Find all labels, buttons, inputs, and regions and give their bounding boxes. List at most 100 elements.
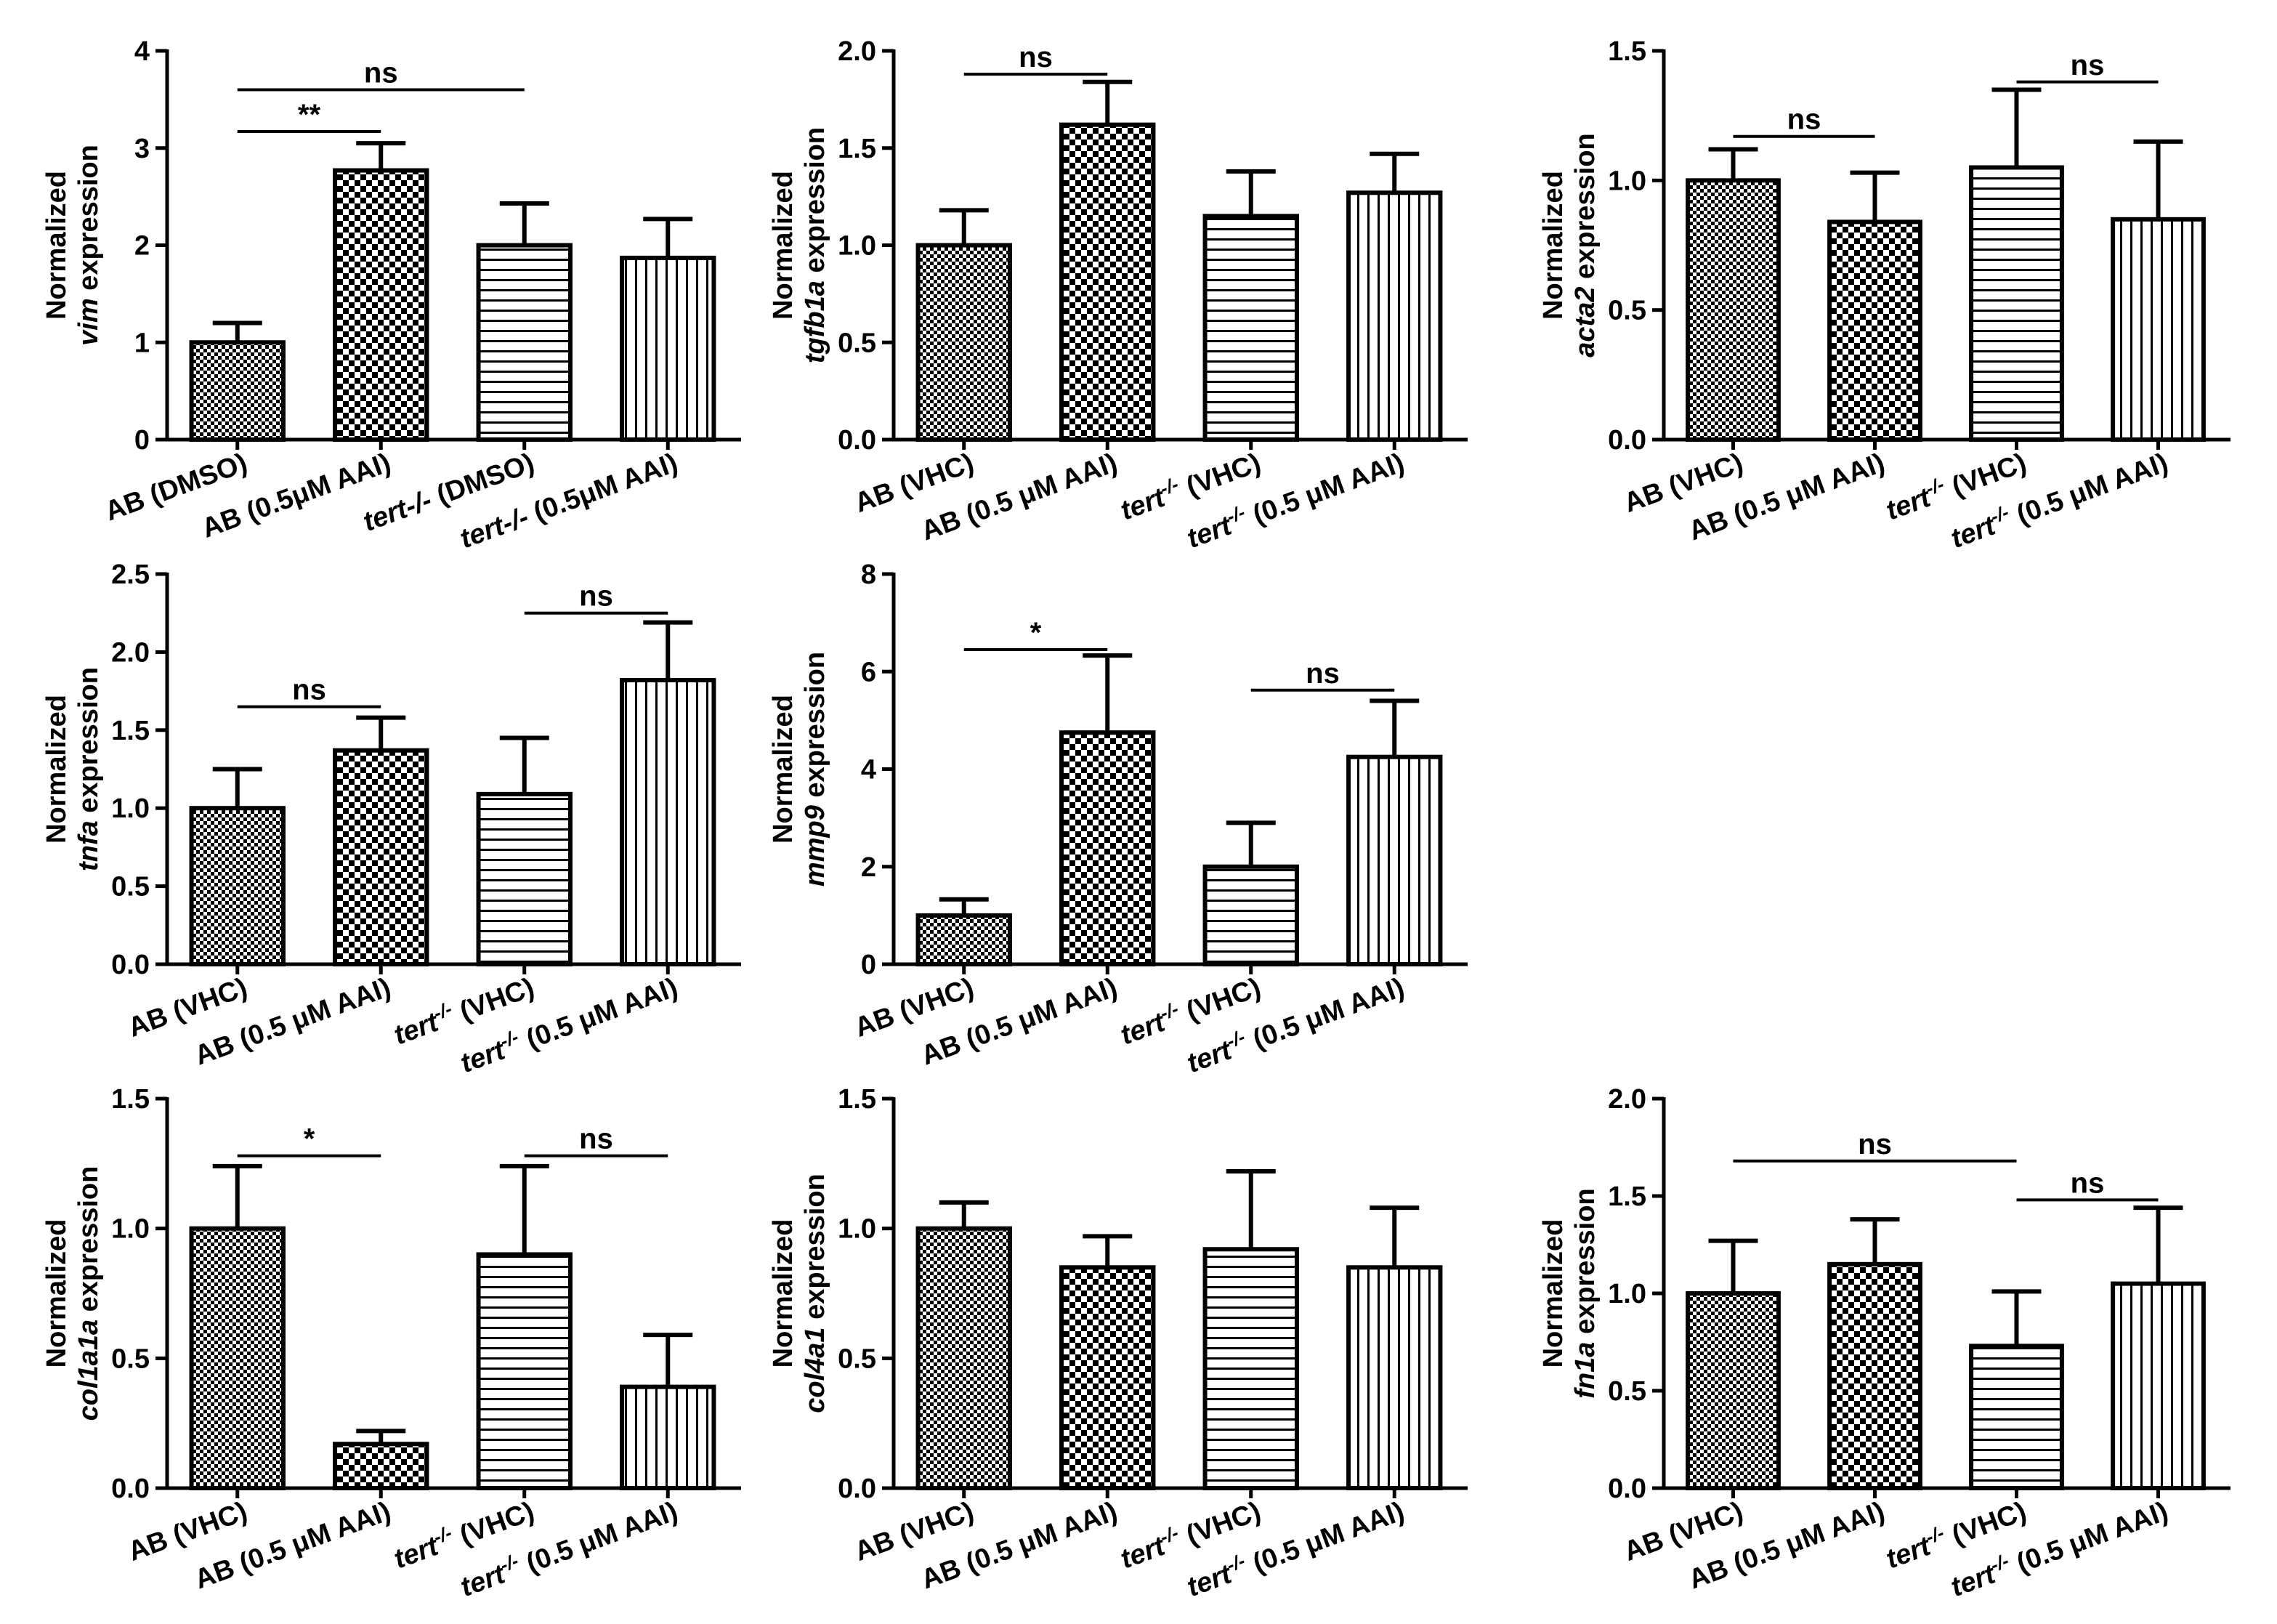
category-label-rest: (VHC) [1175, 448, 1264, 505]
bar [333, 748, 429, 966]
y-axis-label-line2: acta2 expression [1570, 133, 1601, 357]
y-tick-label: 0.5 [838, 328, 876, 358]
category-label-rest: (0.5 μM AAI) [2005, 1496, 2172, 1582]
significance-label: * [304, 1123, 315, 1155]
y-axis-label-line1: Normalized [768, 171, 798, 320]
y-tick-label: 0.5 [838, 1344, 876, 1374]
bar [1346, 754, 1443, 966]
x-category-label: tert-/- (0.5 μM AAI) [1182, 1492, 1409, 1603]
y-axis-label-line2: tgfb1a expression [800, 127, 830, 363]
y-tick-label: 1.0 [1608, 1279, 1646, 1309]
y-tick-label: 0.0 [838, 425, 876, 456]
category-label-rest: (0.5μM AAI) [522, 448, 682, 530]
significance-label: ns [364, 57, 398, 89]
y-tick-label: 1.5 [111, 1084, 150, 1115]
significance-label: ns [292, 674, 326, 706]
x-category-label: tert-/- (0.5 μM AAI) [1946, 444, 2172, 554]
bar [189, 340, 286, 442]
significance-label: ns [2071, 49, 2105, 81]
bar [1827, 1261, 1922, 1491]
y-axis-label-line2: fn1a expression [1570, 1188, 1601, 1398]
category-label-rest: (VHC) [448, 1496, 538, 1554]
bar [1202, 1247, 1299, 1490]
category-label-rest: (VHC) [1941, 1496, 2030, 1554]
significance-label: ns [1858, 1128, 1892, 1160]
bar [1686, 1291, 1781, 1490]
y-axis-label-line2: mmp9 expression [800, 652, 830, 886]
significance-label: * [1030, 617, 1042, 649]
significance-label: ns [1019, 41, 1053, 73]
bar [915, 1226, 1012, 1490]
bar [476, 1252, 573, 1491]
y-tick-label: 0.5 [111, 872, 150, 902]
y-axis-label-suffix: expression [800, 1173, 830, 1327]
significance-label: ns [1787, 104, 1821, 136]
bar [1202, 864, 1299, 966]
category-label-rest: (0.5 μM AAI) [2005, 448, 2172, 533]
y-tick-label: 2.5 [111, 559, 150, 590]
bar [1346, 1265, 1443, 1491]
y-axis-label-gene: vim [73, 298, 104, 345]
bar [620, 1384, 716, 1491]
y-axis-label-line2: tnfa expression [73, 667, 104, 871]
y-axis-label-gene: tgfb1a [800, 280, 830, 363]
y-axis-label-gene: col4a1 [800, 1327, 830, 1413]
significance-label: ** [298, 99, 321, 131]
bar [620, 678, 716, 967]
x-category-label: tert-/- (0.5 μM AAI) [1182, 969, 1409, 1079]
bar [1202, 214, 1299, 442]
y-axis-label-line1: Normalized [41, 1219, 72, 1368]
y-axis-label-suffix: expression [1570, 133, 1601, 286]
category-label-rest: (VHC) [1175, 1496, 1264, 1554]
bar [620, 255, 716, 443]
bar [1059, 122, 1156, 442]
y-tick-label: 8 [861, 559, 876, 590]
y-tick-label: 1.0 [111, 793, 150, 824]
y-tick-label: 2.0 [111, 637, 150, 668]
y-tick-label: 2.0 [838, 36, 876, 67]
category-label-rest: (0.5 μM AAI) [1242, 448, 1408, 533]
significance-label: ns [579, 1123, 613, 1155]
bar [1346, 190, 1443, 442]
y-tick-label: 1.5 [838, 1084, 876, 1115]
y-axis-label-line1: Normalized [1538, 171, 1569, 320]
y-axis-label-line1: Normalized [768, 1219, 798, 1368]
y-axis-label-line1: Normalized [41, 695, 72, 844]
y-tick-label: 0.0 [1608, 1474, 1646, 1504]
y-tick-label: 0 [134, 425, 150, 456]
y-axis-label-suffix: expression [800, 652, 830, 805]
y-axis-label-line2: col1a1a expression [73, 1166, 104, 1421]
y-tick-label: 0.0 [111, 1474, 150, 1504]
y-tick-label: 1.0 [111, 1214, 150, 1245]
category-label-rest: (VHC) [448, 972, 538, 1030]
y-tick-label: 0.0 [111, 950, 150, 980]
category-label-rest: (VHC) [1941, 448, 2030, 505]
y-axis-label-gene: tnfa [73, 820, 104, 871]
bar [1059, 1265, 1156, 1491]
y-axis-label-line2: col4a1 expression [800, 1173, 830, 1413]
y-tick-label: 6 [861, 657, 876, 687]
y-axis-label-line1: Normalized [41, 171, 72, 320]
category-label-rest: (VHC) [1175, 972, 1264, 1030]
y-tick-label: 0 [861, 950, 876, 980]
significance-label: ns [579, 581, 613, 613]
significance-label: ns [2071, 1167, 2105, 1199]
y-axis-label-suffix: expression [1570, 1188, 1601, 1341]
y-axis-label-suffix: expression [73, 1166, 104, 1320]
y-tick-label: 4 [134, 36, 150, 67]
category-label-rest: (0.5 μM AAI) [1242, 972, 1408, 1058]
bar [1969, 1344, 2064, 1490]
bar [1969, 165, 2064, 442]
y-axis-label-suffix: expression [73, 145, 104, 298]
bar [1059, 730, 1156, 966]
y-tick-label: 2 [134, 231, 150, 262]
y-axis-label-gene: col1a1a [73, 1320, 104, 1421]
bar [2111, 217, 2206, 442]
